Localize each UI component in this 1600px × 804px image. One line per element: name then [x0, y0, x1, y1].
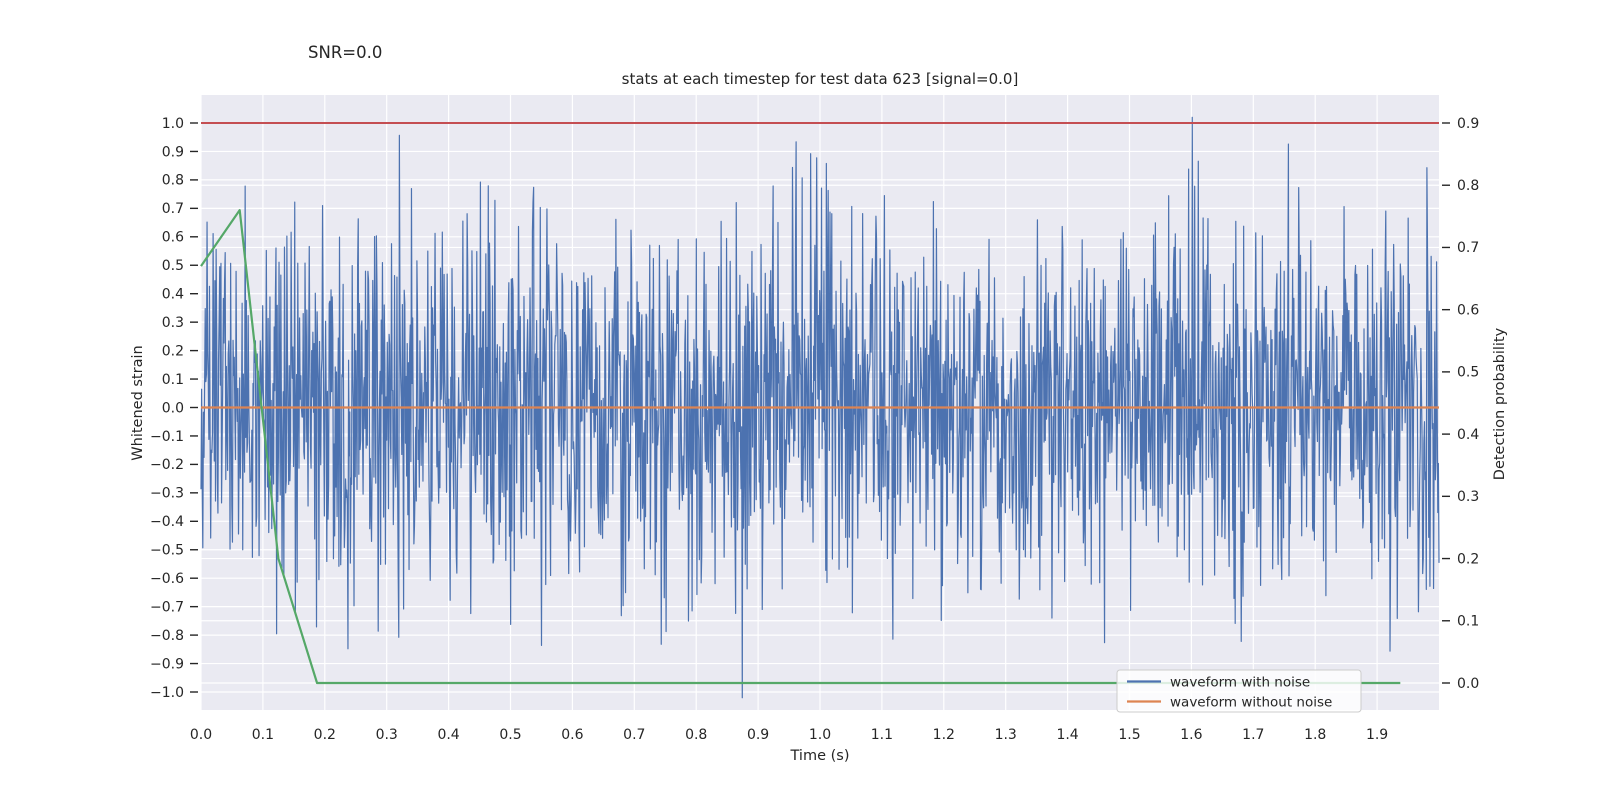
y-left-tick-label: −0.5 [150, 543, 184, 559]
x-axis-label: Time (s) [790, 748, 850, 764]
x-tick-label: 0.8 [685, 727, 707, 743]
y-left-tick-label: −0.4 [150, 514, 184, 530]
x-tick-label: 1.2 [933, 727, 955, 743]
y-right-tick-label: 0.8 [1457, 178, 1479, 194]
tick-marks [190, 122, 1450, 693]
x-tick-label: 0.4 [437, 727, 459, 743]
x-tick-label: 1.1 [871, 727, 893, 743]
y-left-tick-label: 1.0 [162, 116, 184, 132]
y-left-tick-label: 0.6 [162, 230, 184, 246]
y-left-tick-label: 0.5 [162, 258, 184, 274]
chart-title: stats at each timestep for test data 623… [622, 70, 1019, 88]
x-tick-label: 0.5 [499, 727, 521, 743]
y-right-tick-label: 0.3 [1457, 489, 1479, 505]
x-tick-label: 0.1 [252, 727, 274, 743]
y-left-tick-label: −0.1 [150, 429, 184, 445]
x-tick-label: 1.8 [1304, 727, 1326, 743]
y-right-tick-label: 0.9 [1457, 116, 1479, 132]
y-left-tick-label: 0.2 [162, 343, 184, 359]
y-left-tick-label: 0.9 [162, 144, 184, 160]
tick-labels: 0.0 0.1 0.2 0.3 0.4 0.5 0.6 0.7 0.8 0.9 1.0 1.1 1.2 1… [150, 116, 1479, 743]
figure-snr-text: SNR=0.0 [308, 43, 382, 62]
y-left-tick-label: −0.8 [150, 628, 184, 644]
y-right-tick-label: 0.1 [1457, 614, 1479, 630]
x-tick-label: 0.0 [190, 727, 212, 743]
y-right-tick-label: 0.7 [1457, 240, 1479, 256]
x-tick-label: 1.0 [809, 727, 831, 743]
x-tick-label: 0.3 [376, 727, 398, 743]
x-tick-label: 1.3 [995, 727, 1017, 743]
y-right-axis-label: Detection probability [1492, 327, 1508, 480]
y-right-tick-label: 0.2 [1457, 551, 1479, 567]
y-left-tick-label: 0.8 [162, 173, 184, 189]
y-left-tick-label: 0.3 [162, 315, 184, 331]
x-tick-label: 0.7 [623, 727, 645, 743]
legend-entry-label: waveform with noise [1170, 674, 1310, 690]
series-waveform-with-noise [200, 116, 1440, 699]
x-tick-label: 1.5 [1118, 727, 1140, 743]
legend-entry-label: waveform without noise [1170, 694, 1332, 710]
y-right-tick-label: 0.5 [1457, 365, 1479, 381]
y-left-tick-label: −1.0 [150, 685, 184, 701]
y-right-tick-label: 0.4 [1457, 427, 1479, 443]
y-left-tick-label: −0.9 [150, 656, 184, 672]
x-tick-label: 0.6 [561, 727, 583, 743]
x-tick-label: 1.7 [1242, 727, 1264, 743]
y-left-tick-label: 0.7 [162, 201, 184, 217]
legend: waveform with noise waveform without nois… [1116, 669, 1362, 713]
x-tick-label: 1.4 [1056, 727, 1078, 743]
y-left-tick-label: 0.1 [162, 372, 184, 388]
x-tick-label: 0.9 [747, 727, 769, 743]
x-tick-label: 1.6 [1180, 727, 1202, 743]
y-right-tick-label: 0.0 [1457, 676, 1479, 692]
y-left-tick-label: 0.0 [162, 400, 184, 416]
y-left-axis-label: Whitened strain [130, 345, 146, 460]
y-left-tick-label: −0.6 [150, 571, 184, 587]
y-right-tick-label: 0.6 [1457, 302, 1479, 318]
y-left-tick-label: −0.2 [150, 457, 184, 473]
x-tick-label: 0.2 [314, 727, 336, 743]
y-left-tick-label: 0.4 [162, 287, 184, 303]
legend-box [1116, 669, 1362, 713]
y-left-tick-label: −0.7 [150, 599, 184, 615]
y-left-tick-label: −0.3 [150, 486, 184, 502]
x-tick-label: 1.9 [1366, 727, 1388, 743]
